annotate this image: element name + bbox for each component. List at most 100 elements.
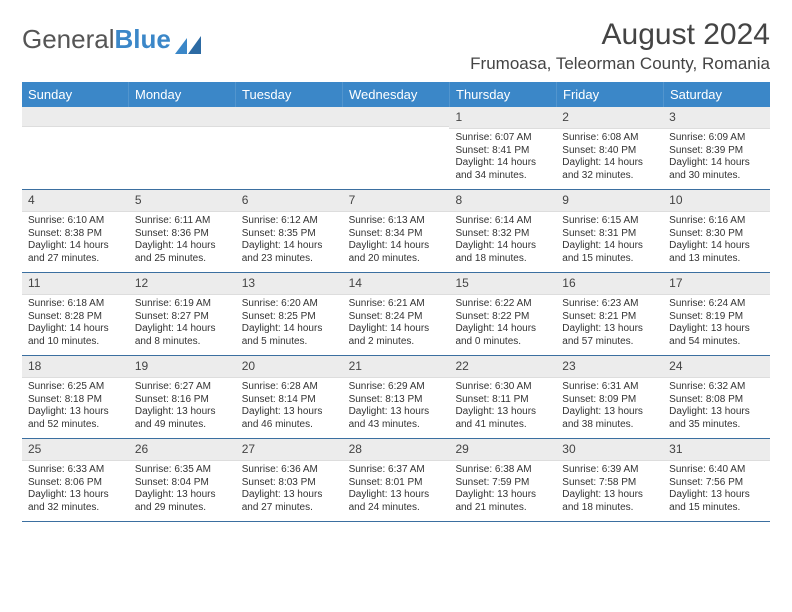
day-line: Sunset: 8:30 PM [669, 228, 764, 241]
day-line: Sunset: 8:09 PM [562, 394, 657, 407]
day-line: Daylight: 13 hours [135, 406, 230, 419]
day-body: Sunrise: 6:19 AMSunset: 8:27 PMDaylight:… [129, 295, 236, 353]
day-line: Sunset: 8:40 PM [562, 145, 657, 158]
day-line: Sunset: 8:24 PM [349, 311, 444, 324]
day-line: Daylight: 13 hours [669, 406, 764, 419]
logo: GeneralBlue [22, 24, 201, 55]
day-number: 15 [449, 273, 556, 295]
day-line: Daylight: 14 hours [669, 240, 764, 253]
day-line: Daylight: 14 hours [669, 157, 764, 170]
day-number: 4 [22, 190, 129, 212]
day-line: Sunset: 8:11 PM [455, 394, 550, 407]
day-cell: 17Sunrise: 6:24 AMSunset: 8:19 PMDayligh… [663, 273, 770, 355]
day-line: Sunrise: 6:16 AM [669, 215, 764, 228]
day-line: and 32 minutes. [562, 170, 657, 183]
day-number: 8 [449, 190, 556, 212]
day-line: Sunset: 8:06 PM [28, 477, 123, 490]
day-body: Sunrise: 6:33 AMSunset: 8:06 PMDaylight:… [22, 461, 129, 519]
day-body: Sunrise: 6:31 AMSunset: 8:09 PMDaylight:… [556, 378, 663, 436]
calendar: SundayMondayTuesdayWednesdayThursdayFrid… [22, 82, 770, 522]
day-line: Sunset: 8:25 PM [242, 311, 337, 324]
day-line: Daylight: 13 hours [455, 489, 550, 502]
day-header: Saturday [664, 82, 770, 107]
day-number: 14 [343, 273, 450, 295]
location: Frumoasa, Teleorman County, Romania [470, 54, 770, 74]
day-line: and 43 minutes. [349, 419, 444, 432]
day-number: 1 [449, 107, 556, 129]
day-line: Sunset: 8:35 PM [242, 228, 337, 241]
day-line: and 35 minutes. [669, 419, 764, 432]
day-line: and 20 minutes. [349, 253, 444, 266]
day-cell: 15Sunrise: 6:22 AMSunset: 8:22 PMDayligh… [449, 273, 556, 355]
day-body: Sunrise: 6:37 AMSunset: 8:01 PMDaylight:… [343, 461, 450, 519]
day-line: and 54 minutes. [669, 336, 764, 349]
day-line: and 46 minutes. [242, 419, 337, 432]
day-line: Sunset: 8:38 PM [28, 228, 123, 241]
day-cell [22, 107, 129, 189]
title-block: August 2024 Frumoasa, Teleorman County, … [470, 18, 770, 74]
day-number: 9 [556, 190, 663, 212]
day-body: Sunrise: 6:20 AMSunset: 8:25 PMDaylight:… [236, 295, 343, 353]
day-number: 5 [129, 190, 236, 212]
day-line: Sunset: 8:32 PM [455, 228, 550, 241]
day-line: Daylight: 14 hours [455, 240, 550, 253]
day-body: Sunrise: 6:07 AMSunset: 8:41 PMDaylight:… [449, 129, 556, 187]
day-line: Sunrise: 6:14 AM [455, 215, 550, 228]
day-cell: 1Sunrise: 6:07 AMSunset: 8:41 PMDaylight… [449, 107, 556, 189]
day-body: Sunrise: 6:10 AMSunset: 8:38 PMDaylight:… [22, 212, 129, 270]
day-body: Sunrise: 6:29 AMSunset: 8:13 PMDaylight:… [343, 378, 450, 436]
day-number: 10 [663, 190, 770, 212]
day-body [129, 127, 236, 135]
day-number: 22 [449, 356, 556, 378]
week-row: 11Sunrise: 6:18 AMSunset: 8:28 PMDayligh… [22, 273, 770, 356]
day-line: Sunset: 8:16 PM [135, 394, 230, 407]
day-line: Sunset: 8:34 PM [349, 228, 444, 241]
day-cell: 18Sunrise: 6:25 AMSunset: 8:18 PMDayligh… [22, 356, 129, 438]
day-number: 20 [236, 356, 343, 378]
day-number: 31 [663, 439, 770, 461]
day-line: and 15 minutes. [562, 253, 657, 266]
day-line: Sunrise: 6:07 AM [455, 132, 550, 145]
logo-text-a: General [22, 24, 115, 55]
day-header: Thursday [450, 82, 557, 107]
day-line: and 30 minutes. [669, 170, 764, 183]
day-line: Sunset: 8:01 PM [349, 477, 444, 490]
day-cell [129, 107, 236, 189]
day-number: 25 [22, 439, 129, 461]
day-line: and 13 minutes. [669, 253, 764, 266]
day-header: Sunday [22, 82, 129, 107]
day-number [129, 107, 236, 127]
day-line: Sunset: 7:56 PM [669, 477, 764, 490]
day-line: Daylight: 14 hours [135, 240, 230, 253]
day-body: Sunrise: 6:36 AMSunset: 8:03 PMDaylight:… [236, 461, 343, 519]
day-cell: 19Sunrise: 6:27 AMSunset: 8:16 PMDayligh… [129, 356, 236, 438]
day-line: Sunrise: 6:21 AM [349, 298, 444, 311]
day-line: Sunset: 8:36 PM [135, 228, 230, 241]
week-row: 25Sunrise: 6:33 AMSunset: 8:06 PMDayligh… [22, 439, 770, 522]
day-cell: 30Sunrise: 6:39 AMSunset: 7:58 PMDayligh… [556, 439, 663, 521]
day-cell [236, 107, 343, 189]
day-body [22, 127, 129, 135]
day-cell: 22Sunrise: 6:30 AMSunset: 8:11 PMDayligh… [449, 356, 556, 438]
day-number: 24 [663, 356, 770, 378]
day-line: Sunset: 8:31 PM [562, 228, 657, 241]
day-cell: 27Sunrise: 6:36 AMSunset: 8:03 PMDayligh… [236, 439, 343, 521]
day-line: Sunrise: 6:10 AM [28, 215, 123, 228]
day-line: Daylight: 14 hours [242, 323, 337, 336]
day-body: Sunrise: 6:25 AMSunset: 8:18 PMDaylight:… [22, 378, 129, 436]
day-body: Sunrise: 6:32 AMSunset: 8:08 PMDaylight:… [663, 378, 770, 436]
day-line: Sunrise: 6:33 AM [28, 464, 123, 477]
day-line: and 24 minutes. [349, 502, 444, 515]
day-line: Daylight: 13 hours [349, 489, 444, 502]
day-line: Sunset: 8:14 PM [242, 394, 337, 407]
day-line: Sunset: 8:27 PM [135, 311, 230, 324]
day-header: Monday [129, 82, 236, 107]
day-cell: 4Sunrise: 6:10 AMSunset: 8:38 PMDaylight… [22, 190, 129, 272]
day-cell: 21Sunrise: 6:29 AMSunset: 8:13 PMDayligh… [343, 356, 450, 438]
day-number: 11 [22, 273, 129, 295]
day-line: Sunrise: 6:28 AM [242, 381, 337, 394]
day-number: 17 [663, 273, 770, 295]
day-line: Daylight: 14 hours [455, 157, 550, 170]
day-line: Sunrise: 6:12 AM [242, 215, 337, 228]
day-number [343, 107, 450, 127]
